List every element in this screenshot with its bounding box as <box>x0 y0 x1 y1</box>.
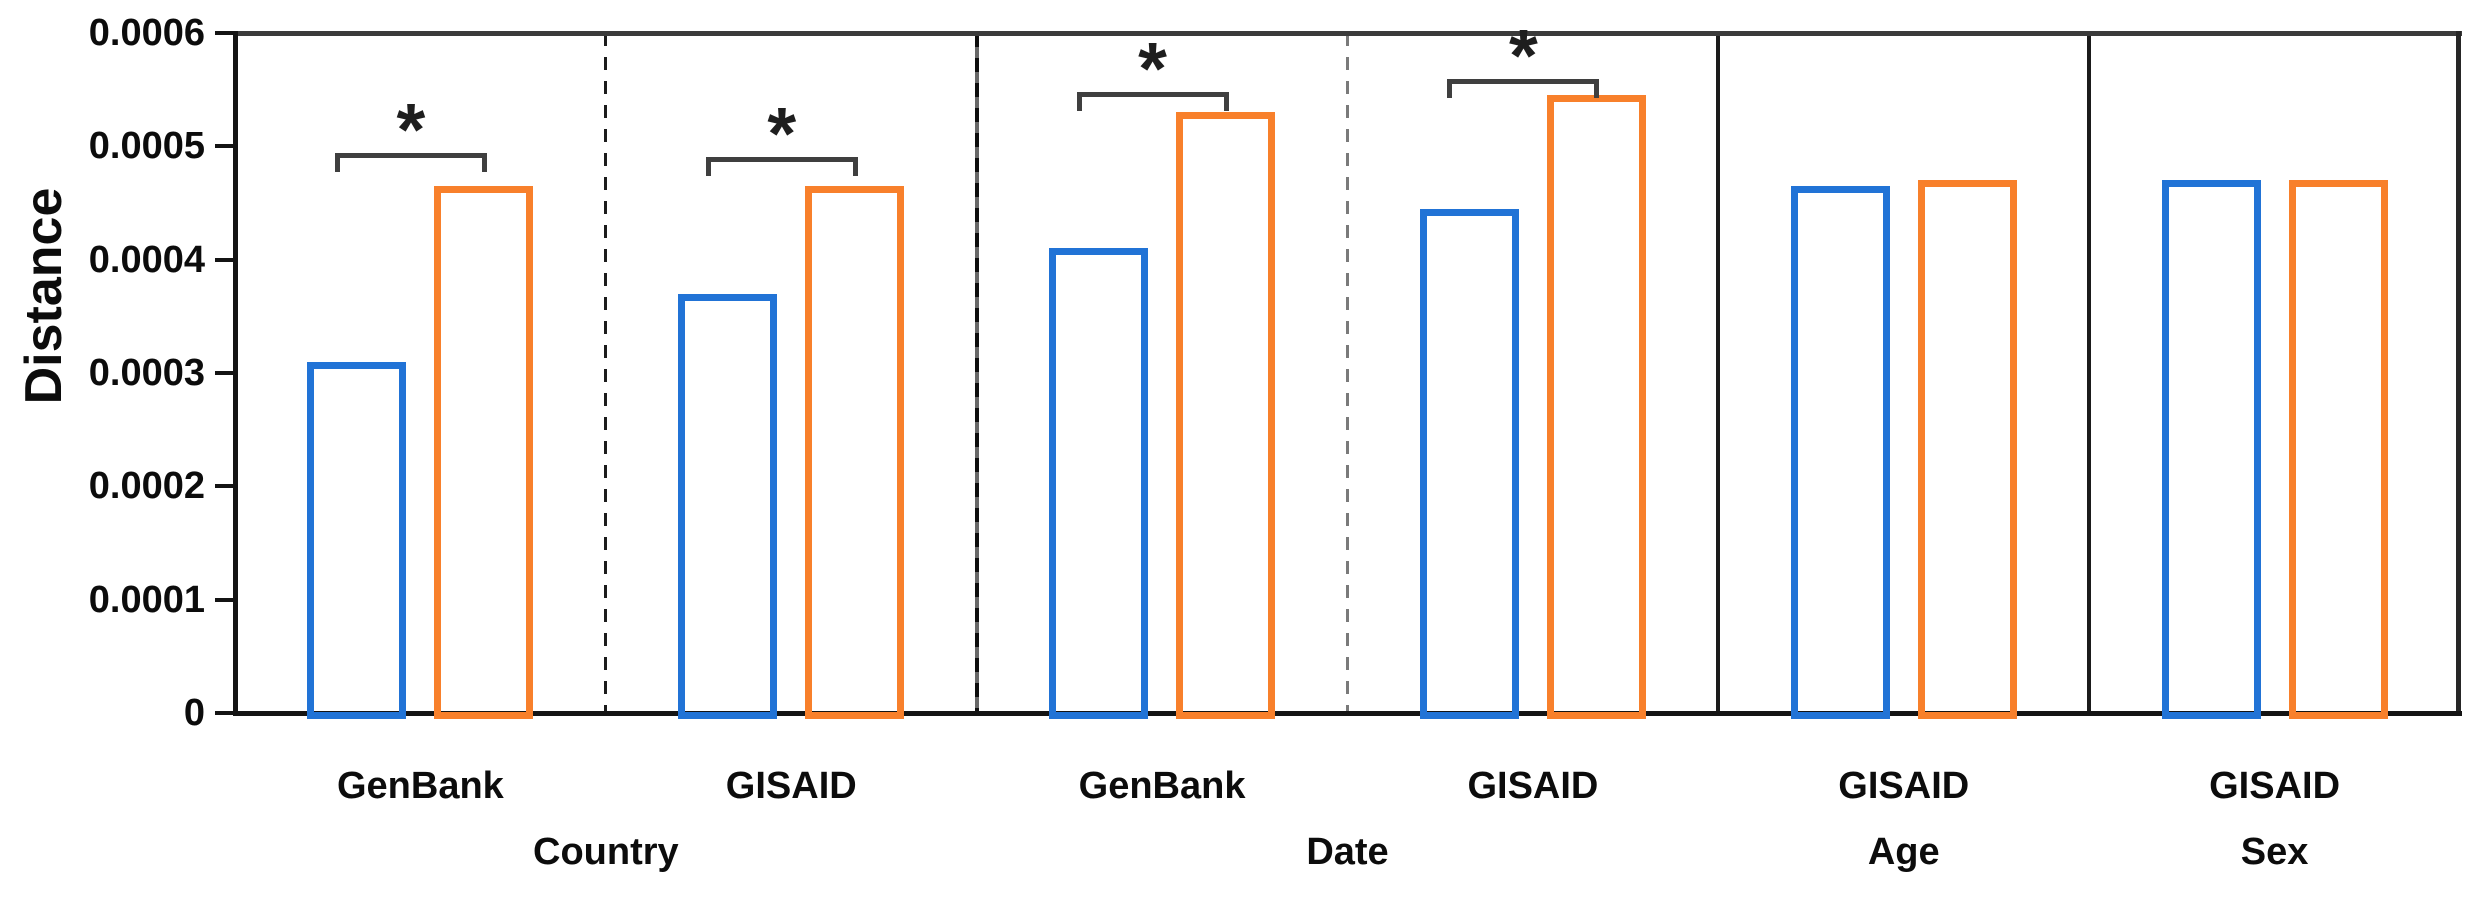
x-group-label-1: GISAID <box>725 765 857 807</box>
section-separator-dashed-black <box>604 33 608 713</box>
bar-sex-gisaid-blue <box>2161 180 2261 719</box>
x-section-label-age: Age <box>1867 831 1940 873</box>
section-separator-solid <box>2087 33 2092 713</box>
bar-country-gisaid-orange <box>805 186 905 719</box>
bar-country-genbank-orange <box>434 186 534 719</box>
sig-bracket-tick-left-country-genbank <box>334 153 340 173</box>
bar-age-gisaid-blue <box>1790 186 1890 719</box>
x-group-label-0: GenBank <box>336 765 504 807</box>
y-axis-line <box>233 31 238 715</box>
y-tick-label: 0.0003 <box>88 352 205 394</box>
y-tick-label: 0.0005 <box>88 125 205 168</box>
y-tick-mark <box>215 31 235 35</box>
sig-asterisk-country-gisaid: * <box>767 91 797 175</box>
y-tick-label: 0.0006 <box>88 12 205 54</box>
bar-date-gisaid-orange <box>1546 95 1646 719</box>
y-tick-mark <box>215 711 235 715</box>
sig-bracket-date-genbank <box>1076 91 1229 97</box>
y-tick-mark <box>215 257 235 262</box>
plot-right-border <box>2456 31 2461 715</box>
x-group-label-3: GISAID <box>1467 765 1599 807</box>
x-group-label-5: GISAID <box>2209 765 2341 807</box>
y-tick-mark <box>215 144 235 149</box>
sig-bracket-tick-right-date-gisaid <box>1594 79 1600 99</box>
bar-date-genbank-orange <box>1176 112 1276 719</box>
bar-date-genbank-blue <box>1049 248 1149 719</box>
sig-bracket-tick-left-date-genbank <box>1076 91 1082 111</box>
bar-country-gisaid-blue <box>678 293 778 719</box>
sig-asterisk-country-genbank: * <box>396 88 426 172</box>
sig-bracket-tick-right-country-genbank <box>481 153 487 173</box>
x-group-label-2: GenBank <box>1078 765 1246 807</box>
x-group-label-4: GISAID <box>1838 765 1970 807</box>
section-separator-solid <box>1716 33 1721 713</box>
x-axis-line <box>233 711 2462 716</box>
sig-bracket-date-gisaid <box>1447 79 1600 85</box>
y-tick-mark <box>215 484 235 489</box>
sig-asterisk-date-genbank: * <box>1138 26 1167 110</box>
bar-sex-gisaid-orange <box>2288 180 2388 719</box>
sig-bracket-tick-left-country-gisaid <box>705 156 711 176</box>
sig-asterisk-date-gisaid: * <box>1509 14 1538 98</box>
sig-bracket-tick-left-date-gisaid <box>1447 79 1453 99</box>
y-tick-label: 0 <box>183 692 205 734</box>
bar-date-gisaid-blue <box>1419 208 1519 719</box>
sig-bracket-tick-right-country-gisaid <box>852 156 858 176</box>
y-tick-mark <box>215 371 235 375</box>
y-tick-label: 0.0001 <box>88 578 205 621</box>
y-tick-label: 0.0004 <box>88 238 205 281</box>
y-tick-label: 0.0002 <box>88 465 205 508</box>
sig-bracket-tick-right-date-genbank <box>1223 91 1229 111</box>
bar-age-gisaid-orange <box>1917 180 2017 719</box>
plot-top-border <box>233 31 2462 36</box>
section-separator-dashed-gray <box>1346 33 1349 713</box>
sig-bracket-country-gisaid <box>705 156 858 162</box>
y-tick-mark <box>215 597 235 602</box>
x-section-label-sex: Sex <box>2240 831 2309 873</box>
x-section-label-country: Country <box>533 831 679 873</box>
sig-bracket-country-genbank <box>334 153 487 159</box>
section-separator-dashed-over-solid <box>974 33 979 713</box>
bar-country-genbank-blue <box>307 361 407 719</box>
x-section-label-date: Date <box>1306 831 1389 873</box>
